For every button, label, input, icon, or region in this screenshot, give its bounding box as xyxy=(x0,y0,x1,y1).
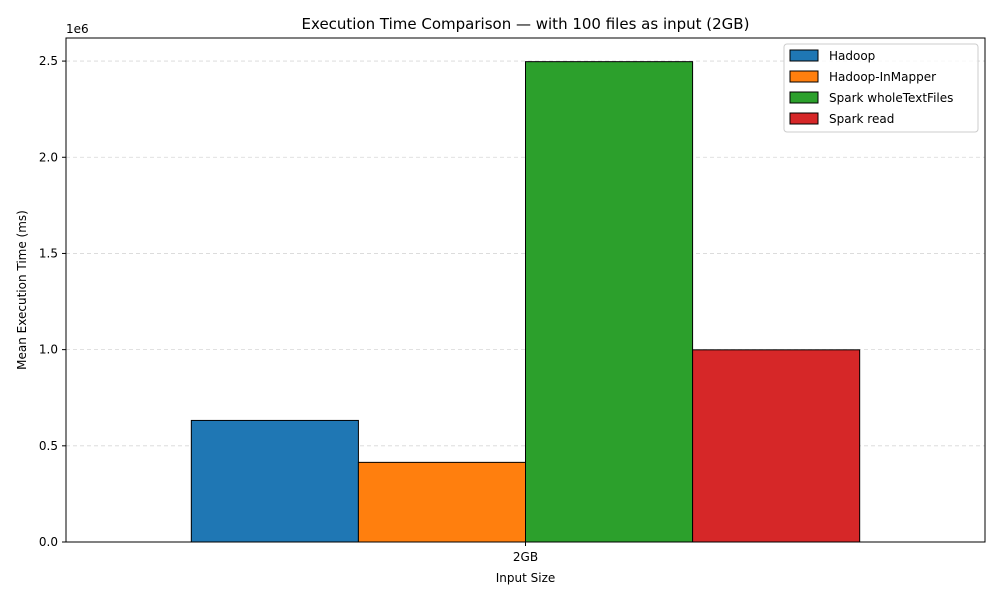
x-tick-label: 2GB xyxy=(513,550,538,564)
y-tick-label: 2.5 xyxy=(39,54,58,68)
y-tick-label: 1.5 xyxy=(39,246,58,260)
bar-hadoop-inmapper xyxy=(357,461,526,543)
y-tick-label: 1.0 xyxy=(39,343,58,357)
legend-swatch xyxy=(789,70,819,83)
legend-swatch xyxy=(789,49,819,62)
bars xyxy=(190,61,861,543)
chart-title: Execution Time Comparison — with 100 fil… xyxy=(302,15,750,33)
y-tick-label: 0.5 xyxy=(39,439,58,453)
y-axis-ticks: 0.0 0.5 1.0 1.5 2.0 2.5 xyxy=(39,54,66,549)
bar-hadoop xyxy=(190,419,359,543)
y-axis-label: Mean Execution Time (ms) xyxy=(15,210,29,370)
bar-spark-read xyxy=(692,349,861,543)
x-axis-ticks: 2GB xyxy=(513,542,538,564)
legend-label: Hadoop-InMapper xyxy=(829,70,936,84)
legend-box xyxy=(783,43,979,133)
y-tick-label: 2.0 xyxy=(39,150,58,164)
bar-spark-wholetextfiles xyxy=(525,61,694,543)
legend-swatch xyxy=(789,112,819,125)
x-axis-label: Input Size xyxy=(496,571,556,585)
legend-label: Spark read xyxy=(829,112,894,126)
legend-swatch xyxy=(789,91,819,104)
legend: Hadoop Hadoop-InMapper Spark wholeTextFile… xyxy=(783,43,979,133)
legend-label: Spark wholeTextFiles xyxy=(829,91,953,105)
y-axis-offset-label: 1e6 xyxy=(66,22,89,36)
y-tick-label: 0.0 xyxy=(39,535,58,549)
legend-label: Hadoop xyxy=(829,49,875,63)
